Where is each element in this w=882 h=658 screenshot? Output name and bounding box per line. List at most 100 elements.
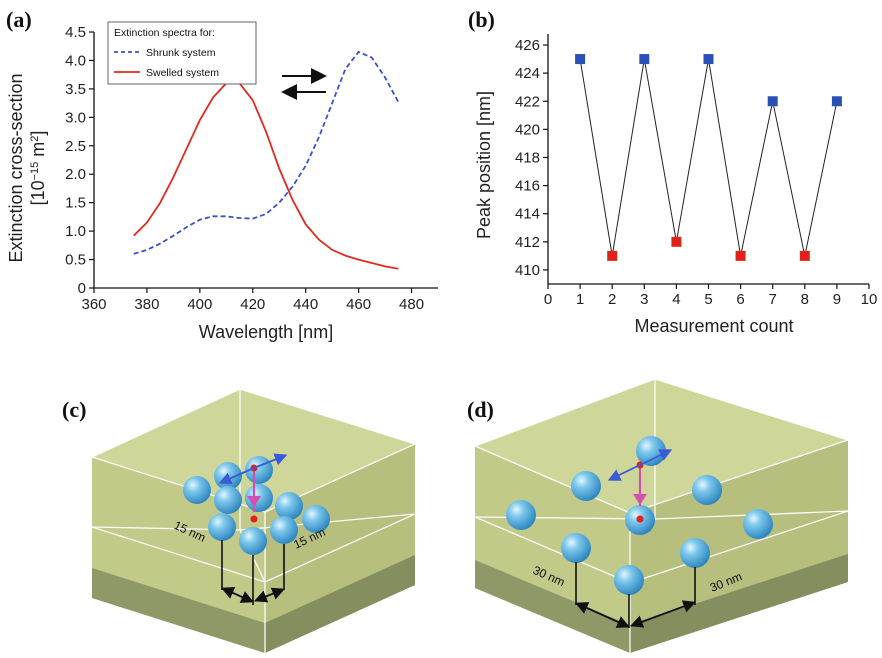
y-tick-label: 420 <box>515 121 540 138</box>
x-tick-label: 3 <box>640 291 648 308</box>
y-tick-label: 4.0 <box>65 52 86 69</box>
x-tick-label: 0 <box>544 291 552 308</box>
x-tick-label: 460 <box>346 296 371 313</box>
nanoparticle <box>743 509 773 539</box>
legend-label-swelled: Swelled system <box>146 67 219 79</box>
dipole-source <box>607 449 673 523</box>
nanoparticle <box>270 516 298 544</box>
y-tick-label: 3.0 <box>65 109 86 126</box>
y-tick-label: 0 <box>78 280 86 297</box>
x-axis-label-b: Measurement count <box>634 316 793 336</box>
series-line-swelled <box>133 79 399 270</box>
data-point <box>703 54 714 65</box>
y-tick-label: 418 <box>515 149 540 166</box>
y-tick-label: 424 <box>515 65 540 82</box>
nanoparticle <box>614 565 644 595</box>
nanoparticle <box>214 486 242 514</box>
x-tick-label: 400 <box>187 296 212 313</box>
x-tick-label: 2 <box>608 291 616 308</box>
x-tick-label: 10 <box>861 291 878 308</box>
nanoparticle <box>571 471 601 501</box>
data-point <box>799 250 810 261</box>
legend-label-shrunk: Shrunk system <box>146 47 216 59</box>
panel-d-illustration: (d) <box>467 378 851 653</box>
y-tick-label: 0.5 <box>65 252 86 269</box>
x-tick-label: 380 <box>134 296 159 313</box>
x-tick-label: 9 <box>833 291 841 308</box>
nanoparticle-array <box>506 436 773 595</box>
dipole-end-dot <box>636 515 644 523</box>
legend-title: Extinction spectra for: <box>114 27 215 39</box>
y-tick-label: 422 <box>515 93 540 110</box>
polarization-arrow-icon <box>253 453 288 469</box>
nanoparticle <box>208 513 236 541</box>
nanoparticle <box>680 538 710 568</box>
panel-c-illustration: (c) <box>62 388 417 653</box>
x-tick-label: 420 <box>240 296 265 313</box>
legend-a: Extinction spectra for: Shrunk system Sw… <box>107 21 257 85</box>
y-tick-label: 414 <box>515 206 540 223</box>
data-point <box>831 96 842 107</box>
y-tick-label: 412 <box>515 234 540 251</box>
panel-a-chart: (a) 360 380 400 420 440 460 480 0 0.5 1.0 1.5 2.0 2.… <box>6 7 438 342</box>
box-left-bottom-band <box>475 560 630 653</box>
panel-letter-a: (a) <box>6 7 32 32</box>
data-point <box>575 54 586 65</box>
series-line-shrunk <box>133 50 400 255</box>
dipole-arrowhead-icon <box>247 496 261 507</box>
data-point <box>767 96 778 107</box>
nanoparticle <box>636 436 666 466</box>
nanoparticle <box>302 505 330 533</box>
box-left-bottom-band <box>92 568 265 653</box>
box-right-bottom-band <box>265 555 415 653</box>
y-tick-label: 1.5 <box>65 195 86 212</box>
polarization-arrow-icon <box>218 467 255 485</box>
data-point <box>671 236 682 247</box>
dimension-lines-d <box>575 562 697 628</box>
data-point <box>735 250 746 261</box>
y-tick-label: 1.0 <box>65 223 86 240</box>
x-axis-label-a: Wavelength [nm] <box>199 322 333 342</box>
panel-letter-c: (c) <box>62 397 86 422</box>
nanoparticle <box>239 527 267 555</box>
polarization-arrow-icon <box>607 464 641 481</box>
box-right-bottom-band <box>630 554 848 653</box>
y-axis-label-a-line1: Extinction cross-section <box>6 73 26 262</box>
nanoparticle <box>183 476 211 504</box>
dipole-source <box>218 453 288 523</box>
y-tick-label: 2.5 <box>65 138 86 155</box>
nanoparticle <box>692 475 722 505</box>
reversible-arrows <box>281 68 327 100</box>
data-point <box>607 250 618 261</box>
x-tick-label: 440 <box>293 296 318 313</box>
dimension-lines-c <box>221 540 285 605</box>
panel-letter-b: (b) <box>468 7 495 32</box>
y-tick-label: 4.5 <box>65 24 86 41</box>
series-line-peak <box>579 59 838 257</box>
x-tick-label: 6 <box>736 291 744 308</box>
dipole-end-dot <box>250 515 258 523</box>
y-tick-label: 3.5 <box>65 81 86 98</box>
y-tick-label: 2.0 <box>65 166 86 183</box>
nanoparticle <box>275 492 303 520</box>
legend-box <box>107 21 257 85</box>
panel-letter-d: (d) <box>467 397 494 422</box>
x-tick-label: 8 <box>801 291 809 308</box>
y-axis-label-a-line2: [10−15 m2] <box>28 131 48 206</box>
y-tick-label: 426 <box>515 37 540 54</box>
dipole-arrowhead-icon <box>633 494 647 505</box>
x-tick-label: 360 <box>81 296 106 313</box>
nanoparticle <box>506 500 536 530</box>
y-axis-label-b: Peak position [nm] <box>474 91 494 239</box>
panel-b-chart: (b) 0 1 2 3 4 5 6 7 8 9 10 410 412 414 416 418 420 422 424… <box>468 7 877 336</box>
nanoparticle <box>561 533 591 563</box>
polarization-arrow-icon <box>639 449 673 466</box>
x-tick-label: 7 <box>769 291 777 308</box>
box-top-face <box>92 389 415 512</box>
y-axis-label-a: Extinction cross-section [10−15 m2] <box>6 73 48 262</box>
y-tick-label: 416 <box>515 178 540 195</box>
x-tick-label: 4 <box>672 291 680 308</box>
data-point <box>639 54 650 65</box>
x-tick-label: 1 <box>576 291 584 308</box>
